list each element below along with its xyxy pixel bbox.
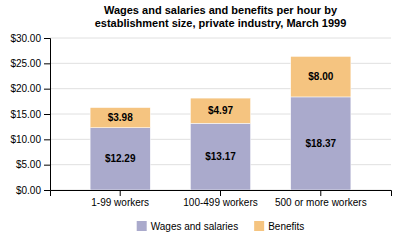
plot: $12.29 $13.17 $18.37 $3.98 $4.97 $8.00 $0.00 $5… — [10, 33, 391, 208]
legend-label: Wages and salaries — [151, 221, 238, 232]
tick: $10.00 — [10, 134, 50, 145]
legend-item: Wages and salaries — [137, 221, 238, 232]
bar — [190, 123, 250, 190]
title-line: Wages and salaries and benefits per hour… — [104, 4, 338, 16]
tick-label: $15.00 — [10, 109, 41, 120]
bar — [190, 98, 250, 123]
data-labels: $12.29 $13.17 $18.37 $3.98 $4.97 $8.00 — [105, 71, 337, 164]
data-label: $18.37 — [305, 138, 336, 149]
data-label: $3.98 — [108, 112, 133, 123]
tick-mark — [44, 165, 50, 166]
tick-label: 100-499 workers — [183, 197, 257, 208]
tick-mark — [44, 89, 50, 90]
tick-mark — [44, 63, 50, 64]
tick-mark — [320, 190, 321, 196]
title: Wages and salaries and benefits per hour… — [95, 4, 347, 29]
legend-label: Benefits — [268, 221, 304, 232]
tick-mark — [44, 139, 50, 140]
chart-svg: $12.29 $13.17 $18.37 $3.98 $4.97 $8.00 $0.00 $5… — [0, 0, 401, 238]
bar — [90, 128, 150, 190]
tick-mark — [44, 190, 50, 191]
tick-label: 1-99 workers — [91, 197, 149, 208]
y-axis: $0.00 $5.00 $10.00 $15.00 $20.00 $25.00 $30.00 — [10, 33, 50, 196]
bars — [90, 56, 351, 190]
tick-mark — [44, 38, 50, 39]
tick: 100-499 workers — [183, 190, 257, 208]
tick-label: $30.00 — [10, 33, 41, 44]
tick-mark — [120, 190, 121, 196]
bar — [291, 97, 351, 190]
tick: $5.00 — [16, 159, 50, 170]
legend: Wages and salaries Benefits — [137, 221, 305, 232]
grid — [50, 38, 391, 190]
data-label: $8.00 — [308, 71, 333, 82]
data-label: $4.97 — [208, 105, 233, 116]
title-line: establishment size, private industry, Ma… — [95, 17, 347, 29]
tick: $30.00 — [10, 33, 50, 44]
legend-swatch — [254, 221, 264, 231]
tick-label: $20.00 — [10, 83, 41, 94]
bar — [90, 108, 150, 128]
grid-line — [50, 38, 391, 39]
tick-mark — [44, 114, 50, 115]
tick-mark — [220, 190, 221, 196]
tick: 1-99 workers — [91, 190, 149, 208]
chart-container: $12.29 $13.17 $18.37 $3.98 $4.97 $8.00 $0.00 $5… — [0, 0, 401, 238]
axis-line — [51, 191, 392, 197]
tick: $15.00 — [10, 109, 50, 120]
tick-label: $0.00 — [16, 185, 41, 196]
bar-series — [90, 56, 351, 127]
tick-label: $10.00 — [10, 134, 41, 145]
tick-label: $25.00 — [10, 58, 41, 69]
legend-swatch — [137, 221, 147, 231]
bar-series — [90, 97, 351, 190]
tick: $0.00 — [16, 185, 50, 196]
tick-label: 500 or more workers — [275, 197, 367, 208]
tick: $25.00 — [10, 58, 50, 69]
x-axis: 1-99 workers 100-499 workers 500 or more w… — [51, 190, 392, 208]
legend-item: Benefits — [254, 221, 304, 232]
axis-line — [44, 39, 51, 191]
data-label: $12.29 — [105, 153, 136, 164]
tick: 500 or more workers — [275, 190, 367, 208]
tick-label: $5.00 — [16, 159, 41, 170]
data-label: $13.17 — [205, 151, 236, 162]
bar — [291, 56, 351, 97]
tick: $20.00 — [10, 83, 50, 94]
